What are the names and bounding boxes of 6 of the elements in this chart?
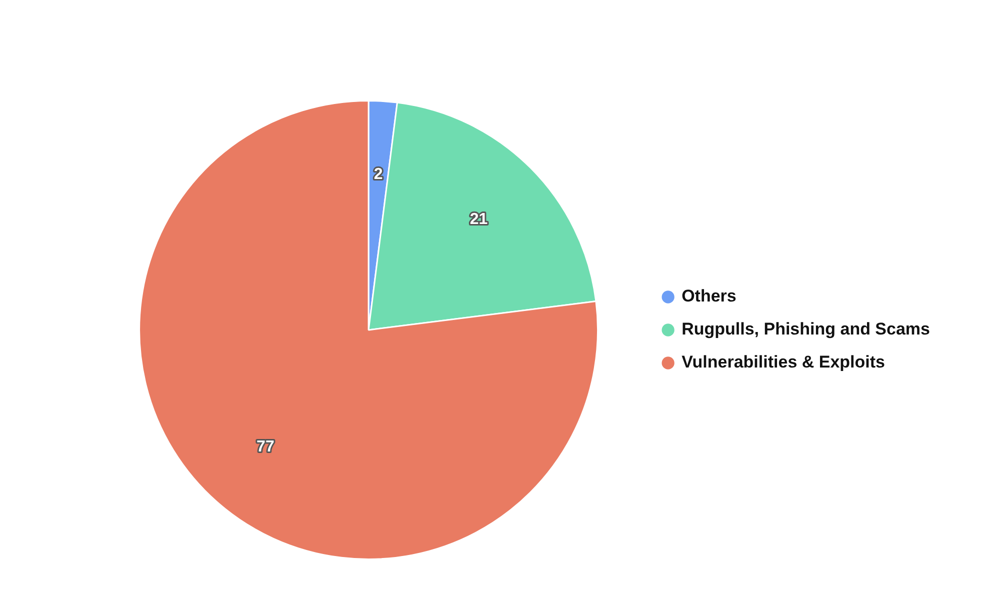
- data-label: 2: [374, 166, 383, 183]
- legend-label: Others: [682, 286, 736, 306]
- legend-label: Vulnerabilities & Exploits: [682, 352, 885, 372]
- legend-label: Rugpulls, Phishing and Scams: [682, 320, 930, 339]
- data-label: 77: [256, 438, 274, 456]
- data-label: 21: [470, 211, 488, 228]
